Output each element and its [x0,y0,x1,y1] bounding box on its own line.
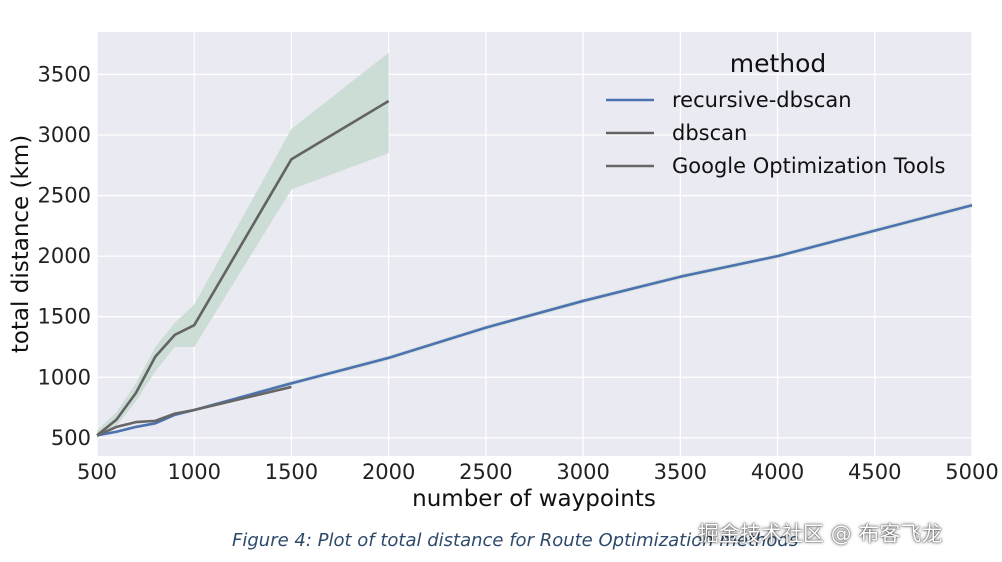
legend-title: method [730,49,827,78]
watermark: 掘金技术社区 @ 布客飞龙 [698,522,943,546]
y-tick-label: 2000 [38,244,91,268]
x-tick-labels: 500 1000 1500 2000 2500 3000 3500 4000 4500 5000 [77,460,999,484]
y-tick-label: 1000 [38,365,91,389]
x-tick-label: 1500 [265,460,318,484]
x-tick-label: 2000 [362,460,415,484]
legend-entry: recursive-dbscan [672,88,852,112]
x-tick-label: 500 [77,460,117,484]
y-tick-label: 500 [51,426,91,450]
grid-lines [96,32,973,456]
y-tick-label: 1500 [38,305,91,329]
y-tick-label: 3500 [38,62,91,86]
x-tick-label: 1000 [167,460,220,484]
x-tick-label: 3000 [556,460,609,484]
line-recursive-dbscan [96,203,973,437]
x-tick-label: 4500 [848,460,901,484]
x-tick-label: 2500 [459,460,512,484]
series-lines [96,99,973,437]
y-tick-label: 3000 [38,123,91,147]
line-google-optimization-tools [96,385,292,437]
figure-caption: Figure 4: Plot of total distance for Rou… [232,530,799,551]
x-axis-label: number of waypoints [412,486,656,512]
x-tick-label: 3500 [654,460,707,484]
legend-entry: dbscan [672,121,747,145]
legend-entry: Google Optimization Tools [672,154,945,178]
y-axis-label: total distance (km) [8,135,34,353]
x-tick-label: 4000 [751,460,804,484]
y-tick-label: 2500 [38,184,91,208]
x-tick-label: 5000 [945,460,998,484]
y-tick-labels: 500 1000 1500 2000 2500 3000 3500 [38,62,91,449]
legend: method recursive-dbscan dbscan Google Opti… [606,49,945,178]
line-dbscan [96,99,390,437]
